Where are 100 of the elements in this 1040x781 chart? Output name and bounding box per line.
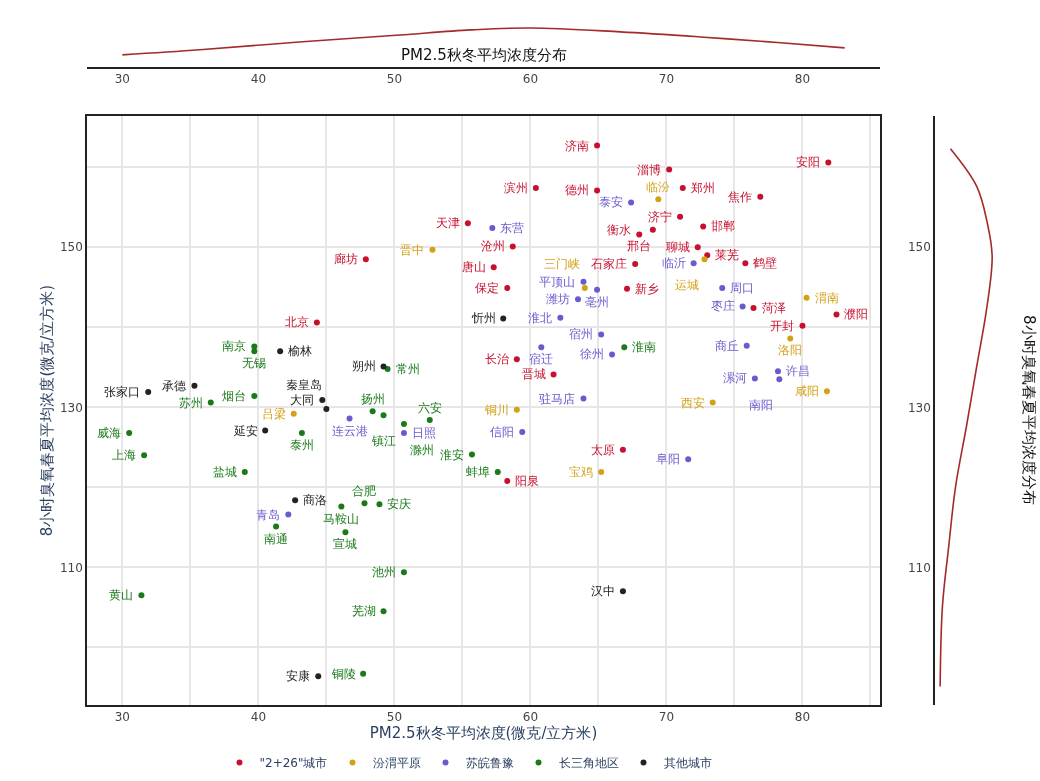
data-label: 许昌	[786, 364, 810, 378]
point	[251, 348, 258, 355]
data-label: 鹤壁	[753, 256, 777, 270]
data-label: 临沂	[662, 256, 686, 270]
point	[207, 399, 214, 406]
point	[666, 166, 673, 173]
x-tick-label: 60	[522, 710, 539, 725]
point	[609, 351, 616, 358]
point	[504, 285, 511, 292]
point	[513, 356, 520, 363]
data-label: 滁州	[410, 443, 434, 457]
data-label: 邯郸	[711, 219, 735, 233]
point	[360, 670, 367, 677]
point	[636, 231, 643, 238]
data-label: 宣城	[333, 537, 357, 551]
data-label: 商洛	[303, 493, 327, 507]
data-label: 聊城	[666, 240, 690, 254]
point	[581, 285, 588, 292]
data-label: 淄博	[637, 163, 661, 177]
data-label: 芜湖	[352, 604, 376, 618]
point	[362, 256, 369, 263]
point	[489, 225, 496, 232]
point	[509, 243, 516, 250]
data-label: 合肥	[352, 484, 376, 498]
point	[241, 469, 248, 476]
x-tick-label: 60	[522, 72, 539, 87]
point	[468, 451, 475, 458]
data-label: 日照	[412, 426, 436, 440]
y-tick-label: 110	[907, 560, 931, 575]
data-label: 周口	[730, 281, 754, 295]
data-label: 咸阳	[795, 384, 819, 398]
data-label: 天津	[436, 216, 460, 230]
y-tick-label: 110	[59, 560, 83, 575]
legend-label: 苏皖鲁豫	[465, 756, 514, 771]
x-axis-title: PM2.5秋冬平均浓度分布	[401, 46, 567, 64]
point	[145, 389, 152, 396]
data-label: 扬州	[361, 392, 385, 406]
point	[323, 405, 330, 412]
point	[273, 523, 280, 530]
data-label: 安康	[286, 669, 310, 683]
point	[400, 569, 407, 576]
point	[799, 322, 806, 329]
point	[292, 497, 299, 504]
point	[621, 344, 628, 351]
point	[380, 363, 387, 370]
point	[504, 477, 511, 484]
data-label: 保定	[475, 281, 499, 295]
point	[490, 264, 497, 271]
data-label: 铜陵	[331, 667, 356, 681]
data-label: 泰安	[599, 195, 623, 209]
data-label: 汉中	[591, 584, 615, 598]
point	[126, 429, 133, 436]
data-label: 安庆	[387, 497, 411, 511]
point	[803, 294, 810, 301]
point	[833, 311, 840, 318]
data-label: 潍坊	[546, 292, 570, 306]
data-label: 榆林	[288, 344, 312, 358]
point	[285, 511, 292, 518]
data-label: 亳州	[585, 295, 609, 309]
point	[369, 408, 376, 415]
data-label: 六安	[418, 401, 442, 415]
data-label: 濮阳	[844, 307, 868, 321]
data-label: 宿州	[569, 327, 593, 341]
data-label: 晋中	[400, 243, 424, 257]
point	[776, 376, 783, 383]
point	[400, 421, 407, 428]
data-label: 烟台	[222, 389, 246, 403]
point	[494, 469, 501, 476]
point	[685, 456, 692, 463]
point	[825, 159, 832, 166]
data-label: 淮南	[632, 340, 656, 354]
point	[823, 388, 830, 395]
point	[619, 588, 626, 595]
data-label: 石家庄	[591, 257, 627, 271]
point	[519, 429, 526, 436]
data-label: 菏泽	[762, 301, 786, 315]
data-label: 徐州	[580, 347, 604, 361]
point	[290, 410, 297, 417]
data-label: 忻州	[471, 311, 496, 325]
point	[632, 261, 639, 268]
data-label: 常州	[396, 362, 420, 376]
point	[464, 220, 471, 227]
point	[557, 314, 564, 321]
legend-label: "2+26"城市	[259, 756, 328, 771]
point	[315, 673, 322, 680]
point	[704, 252, 711, 259]
point	[628, 199, 635, 206]
data-label: 池州	[372, 565, 396, 579]
x-tick-label: 40	[250, 710, 267, 725]
data-label: 廊坊	[334, 252, 358, 266]
data-label: 商丘	[715, 339, 739, 353]
point	[532, 185, 539, 192]
data-label: 青岛	[256, 508, 280, 522]
data-label: 西安	[681, 396, 705, 410]
point	[380, 608, 387, 615]
legend-label: 其他城市	[663, 756, 712, 771]
x-tick-label: 50	[386, 710, 403, 725]
point	[743, 342, 750, 349]
point	[426, 417, 433, 424]
y-axis-title: 8小时臭氧春夏平均浓度(微克/立方米)	[37, 284, 56, 537]
